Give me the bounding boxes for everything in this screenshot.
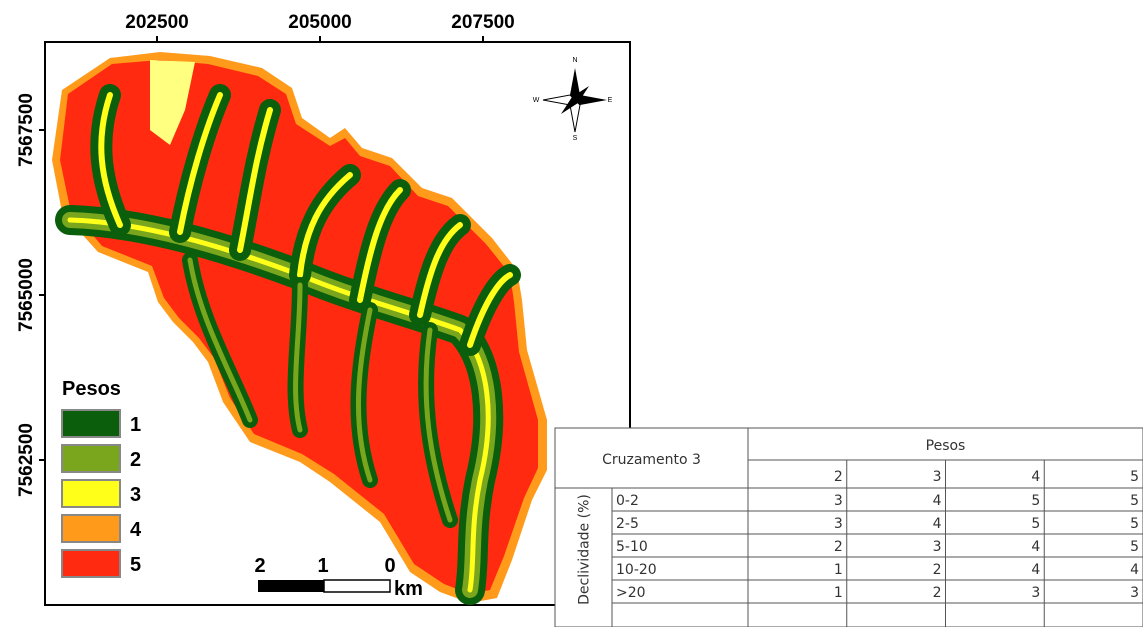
- legend-label: 1: [130, 414, 141, 436]
- table-cell: 2: [933, 585, 942, 601]
- row-label: 0-2: [616, 493, 639, 509]
- page: {"map": { "x_tick_labels": ["202500", "2…: [0, 0, 1143, 627]
- table-cell: 3: [1130, 585, 1139, 601]
- scale-bar: [258, 580, 390, 592]
- figure: Cruzamento 3 Pesos 2 3 4 5 Declividade (%) 0-2 3…: [0, 0, 1143, 627]
- table-cell: 3: [1031, 585, 1040, 601]
- table-cell: 5: [1130, 539, 1139, 555]
- table-title: Cruzamento 3: [602, 452, 701, 468]
- table-cell: 3: [834, 493, 843, 509]
- compass-label: W: [533, 97, 540, 104]
- y-tick-label: 7567500: [16, 93, 37, 167]
- row-label: >20: [616, 585, 646, 601]
- table-cell: 4: [1031, 539, 1040, 555]
- legend-title: Pesos: [62, 378, 121, 400]
- table-cell: 4: [1031, 562, 1040, 578]
- table-cell: 3: [834, 516, 843, 532]
- row-label: 2-5: [616, 516, 639, 532]
- row-label: 5-10: [616, 539, 648, 555]
- legend-swatch: [62, 515, 120, 542]
- table-cell: 5: [1130, 516, 1139, 532]
- body: Cruzamento 3 Pesos 2 3 4 5 Declividade (%) 0-2 3…: [0, 0, 1143, 627]
- legend-swatch: [62, 480, 120, 507]
- table-cell: 5: [1031, 516, 1040, 532]
- x-tick-label: 202500: [125, 12, 188, 33]
- row-group: Declividade (%): [577, 494, 593, 605]
- compass-label: E: [608, 97, 613, 104]
- legend-swatch: [62, 410, 120, 437]
- scale-label: 1: [317, 555, 328, 577]
- table-cell: 4: [933, 516, 942, 532]
- column-header: 4: [1031, 469, 1040, 485]
- table-cell: 1: [834, 585, 843, 601]
- scale-label: 0: [384, 555, 395, 577]
- column-header: 5: [1130, 469, 1139, 485]
- table-cell: 2: [834, 539, 843, 555]
- x-tick-label: 205000: [288, 12, 351, 33]
- table-cell: 5: [1031, 493, 1040, 509]
- table-cell: 5: [1130, 493, 1139, 509]
- x-tick-label: 207500: [451, 12, 514, 33]
- table-cell: 4: [1130, 562, 1139, 578]
- column-group: Pesos: [926, 438, 966, 454]
- legend-label: 2: [130, 449, 141, 471]
- legend-label: 5: [130, 554, 141, 576]
- scale-unit: km: [394, 578, 423, 600]
- legend-label: 4: [130, 519, 142, 541]
- legend-swatch: [62, 550, 120, 577]
- table: Cruzamento 3 Pesos 2 3 4 5 Declividade (%) 0-2 3…: [555, 428, 1143, 627]
- table-cell: 4: [933, 493, 942, 509]
- y-tick-label: 7565000: [16, 258, 37, 332]
- column-header: 3: [933, 469, 942, 485]
- legend-swatch: [62, 445, 120, 472]
- row-label: 10-20: [616, 562, 657, 578]
- table-cell: 3: [933, 539, 942, 555]
- scale-label: 2: [254, 555, 265, 577]
- compass-label: S: [573, 135, 578, 142]
- y-tick-label: 7562500: [16, 423, 37, 497]
- column-header: 2: [834, 469, 843, 485]
- table-cell: 1: [834, 562, 843, 578]
- table-cell: 2: [933, 562, 942, 578]
- legend-label: 3: [130, 484, 141, 506]
- compass-label: N: [572, 57, 577, 64]
